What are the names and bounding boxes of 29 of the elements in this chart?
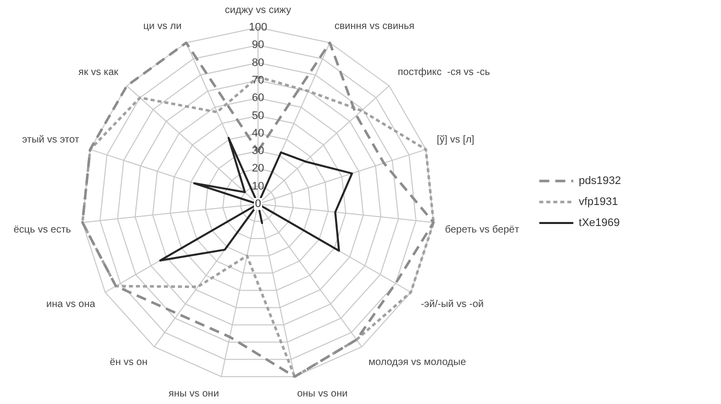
spoke-label: сиджу vs сижу bbox=[224, 4, 292, 16]
legend-label: vfp1931 bbox=[578, 196, 618, 208]
spoke-label: як vs как bbox=[78, 66, 119, 78]
spoke-label: свиння vs свинья bbox=[334, 21, 414, 32]
spoke-label: молодэя vs молодые bbox=[368, 356, 466, 368]
spoke-label: -эй/-ый vs -ой bbox=[420, 298, 484, 310]
spoke-label: яны vs они bbox=[168, 388, 219, 400]
y-tick-label: 40 bbox=[252, 127, 264, 140]
y-tick-label: 100 bbox=[248, 22, 268, 34]
spoke-label: постфикс -ся vs -сь bbox=[398, 66, 490, 78]
y-tick-label: 0 bbox=[254, 198, 262, 210]
legend-label: tXe1969 bbox=[578, 217, 620, 230]
y-tick-label: 80 bbox=[252, 56, 264, 69]
y-tick-label: 50 bbox=[252, 110, 264, 122]
y-tick-label: 20 bbox=[252, 162, 264, 175]
y-tick-label: 10 bbox=[252, 180, 264, 192]
spoke-label: ци vs ли bbox=[143, 21, 182, 32]
y-tick-label: 60 bbox=[252, 92, 264, 104]
spoke-label: [ў] vs [л] bbox=[436, 134, 475, 146]
spoke-label: оны vs они bbox=[297, 388, 348, 400]
y-tick-label: 90 bbox=[252, 39, 264, 52]
spoke-label: этый vs этот bbox=[22, 134, 80, 146]
spoke-label: ён vs он bbox=[110, 356, 148, 368]
y-tick-label: 30 bbox=[252, 145, 264, 158]
spoke-label: ина vs она bbox=[46, 298, 96, 310]
spoke-label: ёсць vs есть bbox=[14, 224, 72, 236]
legend-label: pds1932 bbox=[578, 175, 622, 188]
spoke-label: береть vs берёт bbox=[444, 224, 520, 236]
y-tick-label: 70 bbox=[252, 74, 264, 86]
